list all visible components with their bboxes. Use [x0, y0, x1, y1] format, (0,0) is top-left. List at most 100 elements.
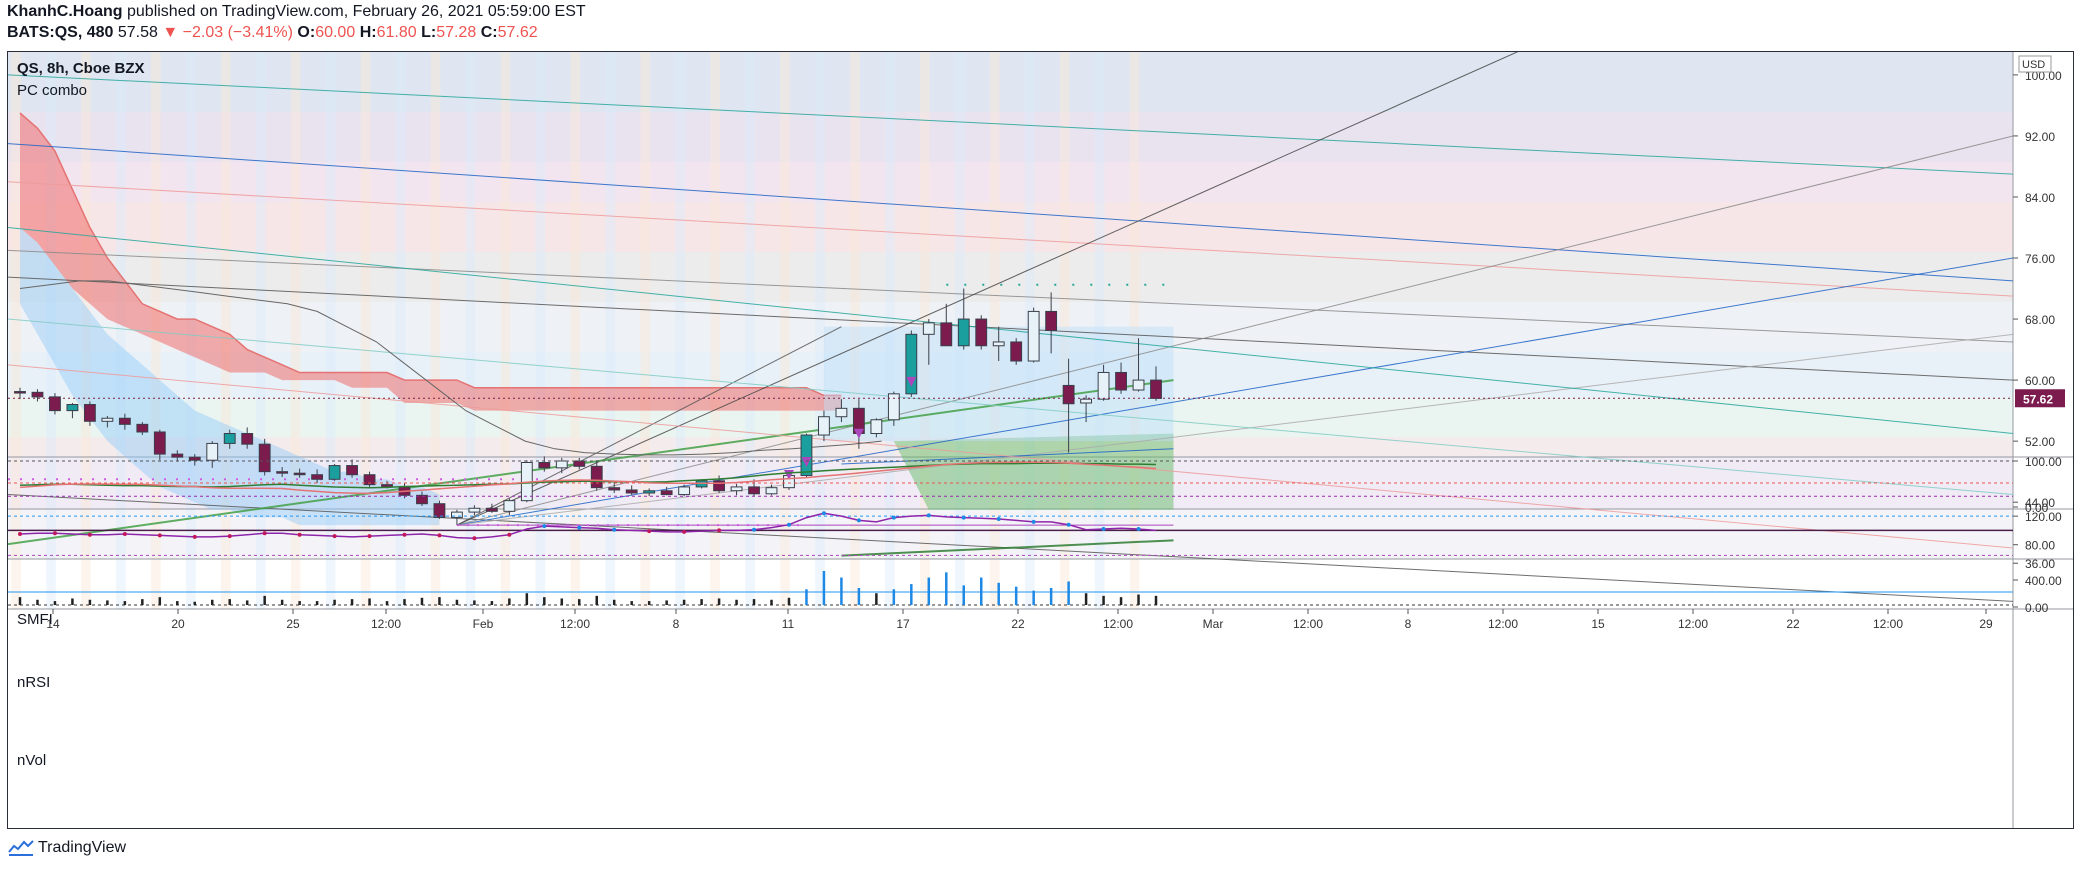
nrsi-dot [961, 515, 966, 520]
time-tick-label: 12:00 [1293, 617, 1323, 631]
nrsi-dot [647, 529, 652, 534]
nrsi-dot [577, 525, 582, 530]
candle-body [1045, 310, 1058, 331]
candle-body [451, 511, 463, 518]
smfi-pane-label[interactable]: SMFI [17, 611, 53, 628]
candle-body [818, 416, 830, 436]
trend-line-17 [8, 364, 2013, 549]
instrument-legend[interactable]: QS, 8h, Cboe BZX [17, 60, 145, 77]
candle-body [49, 396, 61, 412]
nrsi-dot [332, 534, 337, 539]
session-stripe [570, 52, 581, 609]
nvol-pane-label[interactable]: nVol [17, 752, 47, 769]
nrsi-dot [472, 536, 477, 541]
nrsi-dot [87, 532, 92, 537]
candle-body [922, 322, 935, 335]
candle-body [118, 417, 131, 425]
footer-brand[interactable]: TradingView [8, 839, 126, 857]
candle-body [433, 503, 446, 518]
chart-frame[interactable]: 100.00 92.00 84.00 76.00 68.00 60.00 52.00 44.0… [7, 51, 2074, 829]
pane-tick-label: 100.00 [2025, 455, 2062, 469]
close-value: 57.62 [497, 24, 538, 41]
nrsi-dot [856, 518, 861, 523]
candle-body [1027, 310, 1040, 362]
blue-cloud [20, 227, 440, 526]
candle-body [765, 487, 778, 495]
time-tick-label: 12:00 [371, 617, 401, 631]
candle-body [590, 465, 603, 489]
moving-average [19, 280, 882, 456]
candle-body [992, 341, 1005, 347]
close-label: C: [480, 24, 498, 41]
session-stripe [675, 52, 685, 609]
candle-body [293, 472, 306, 476]
candle-body [188, 456, 201, 461]
signal-triangle [853, 428, 864, 439]
study-legend[interactable]: PC combo [17, 82, 88, 99]
session-stripe [220, 52, 231, 609]
time-tick-label: 12:00 [1103, 617, 1133, 631]
symbol-label: BATS:QS, 480 [7, 24, 114, 41]
nrsi-dot [18, 532, 22, 536]
candle-body [975, 318, 988, 347]
session-stripe [850, 52, 860, 609]
candle-body [206, 442, 219, 461]
time-tick-label: 14 [46, 617, 60, 631]
author-name[interactable]: KhanhC.Hoang [7, 3, 123, 20]
change-value: −2.03 (−3.41%) [182, 24, 293, 41]
last-price: 57.58 [117, 24, 158, 41]
candle-body [538, 462, 551, 469]
currency-box [2018, 55, 2052, 73]
nrsi-dot [717, 528, 722, 533]
ohlc-line: BATS:QS, 480 57.58 ▼ −2.03 (−3.41%) O:60… [7, 24, 538, 42]
time-tick-label: 8 [673, 617, 680, 631]
trend-line-10 [456, 333, 2013, 526]
price-band-3 [8, 202, 2013, 252]
trend-line-7 [456, 52, 1519, 526]
session-stripe [151, 52, 161, 609]
candle-body [485, 507, 498, 512]
trend-line-5 [8, 249, 2013, 343]
last-price-box [2015, 389, 2065, 408]
candle-body [730, 486, 743, 492]
candle-body [643, 490, 656, 494]
candle-body [328, 465, 341, 480]
candle-body [957, 318, 970, 347]
high-label: H: [359, 24, 377, 41]
session-stripe [780, 52, 790, 609]
price-tick-label: 76.00 [2025, 252, 2055, 266]
candle-body [416, 494, 428, 505]
published-text: published on TradingView.com, February 2… [127, 3, 586, 20]
price-band-1 [8, 112, 2013, 162]
publish-line: KhanhC.Hoang published on TradingView.co… [7, 3, 586, 21]
candle-body [748, 486, 760, 495]
nrsi-dot [297, 532, 302, 537]
open-label: O: [297, 24, 316, 41]
time-tick-label: Mar [1203, 617, 1224, 631]
trend-line-4 [8, 181, 2013, 297]
nrsi-dot [437, 533, 442, 538]
nrsi-dot [542, 524, 547, 529]
candle-body [346, 465, 358, 476]
chart-svg[interactable]: 100.00 92.00 84.00 76.00 68.00 60.00 52.00 44.0… [8, 52, 2073, 828]
low-value: 57.28 [436, 24, 477, 41]
session-stripe [395, 52, 406, 609]
candle-body [905, 333, 918, 395]
time-tick-label: 15 [1591, 617, 1605, 631]
candle-body [835, 407, 848, 418]
candle-body [940, 322, 953, 347]
pane-tick-label: 80.00 [2025, 539, 2055, 553]
session-stripe [989, 52, 1000, 609]
nrsi-dot [402, 532, 407, 537]
nrsi-dot [507, 532, 512, 537]
nrsi-dot [926, 513, 931, 518]
price-band-0 [8, 52, 2013, 112]
candle-body [66, 404, 79, 412]
time-tick-label: Feb [473, 617, 494, 631]
nrsi-dot [262, 531, 267, 536]
red-cloud-edge [19, 112, 842, 397]
candle-body [800, 434, 813, 476]
nrsi-dot [192, 534, 197, 539]
nrsi-pane-label[interactable]: nRSI [17, 674, 51, 691]
price-band-4 [8, 252, 2013, 302]
